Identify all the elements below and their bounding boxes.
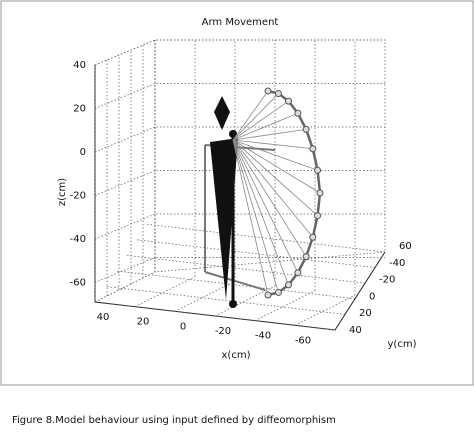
trajectory-point bbox=[274, 288, 282, 296]
joint bbox=[229, 300, 237, 308]
grid-line bbox=[214, 285, 276, 317]
trajectory-point bbox=[314, 212, 322, 220]
spoke bbox=[232, 129, 307, 141]
plot-title: Arm Movement bbox=[202, 17, 279, 28]
arm-link bbox=[204, 271, 266, 291]
z-tick-label: 40 bbox=[73, 60, 86, 71]
trajectory-point bbox=[314, 166, 322, 174]
grid-line bbox=[174, 281, 236, 312]
grid-line bbox=[94, 39, 385, 66]
joint bbox=[229, 130, 237, 138]
arm-head bbox=[214, 96, 230, 130]
spoke bbox=[232, 139, 307, 257]
trajectory-point bbox=[302, 253, 310, 261]
trajectory-point bbox=[274, 90, 282, 98]
trajectory-point bbox=[285, 281, 293, 289]
z-tick-label: -40 bbox=[70, 234, 86, 245]
y-tick-label: 40 bbox=[349, 325, 362, 336]
figure-frame bbox=[0, 0, 474, 386]
grid-line bbox=[94, 271, 156, 303]
grid-line bbox=[134, 276, 196, 307]
trajectory-point bbox=[302, 125, 310, 133]
spoke bbox=[232, 139, 299, 273]
grid-line bbox=[94, 170, 385, 196]
y-tick-label: 0 bbox=[369, 291, 375, 302]
trajectory-point bbox=[264, 87, 272, 95]
spoke bbox=[232, 90, 269, 141]
grid-line bbox=[94, 83, 385, 109]
spoke bbox=[232, 93, 279, 141]
spoke bbox=[232, 139, 318, 216]
trajectory-point bbox=[309, 233, 317, 241]
spoke bbox=[232, 139, 269, 296]
z-tick-label: 20 bbox=[73, 104, 86, 115]
trajectory-point bbox=[285, 97, 293, 105]
x-axis-label: x(cm) bbox=[222, 350, 251, 361]
y-axis-label: y(cm) bbox=[388, 339, 417, 350]
trajectory-point bbox=[294, 269, 302, 277]
x-tick-label: 0 bbox=[180, 321, 186, 332]
spoke bbox=[232, 139, 313, 150]
x-tick-label: -60 bbox=[295, 335, 311, 346]
trajectory-point bbox=[309, 145, 317, 153]
z-tick-label: 0 bbox=[80, 147, 86, 158]
spoke bbox=[232, 139, 321, 194]
trajectory-point bbox=[264, 291, 272, 299]
x-tick-label: 40 bbox=[97, 312, 110, 323]
arm-body bbox=[210, 138, 238, 300]
grid-line bbox=[94, 213, 385, 240]
grid-line bbox=[294, 295, 356, 326]
spoke bbox=[232, 112, 299, 141]
z-axis-label: z(cm) bbox=[57, 178, 68, 206]
caption: Figure 8.Model behaviour using input def… bbox=[12, 415, 336, 426]
grid-line bbox=[254, 290, 316, 321]
x-tick-label: -20 bbox=[215, 326, 231, 337]
trajectory-point bbox=[316, 189, 324, 197]
trajectory-point bbox=[294, 109, 302, 117]
y-tick-label: 60 bbox=[399, 241, 412, 252]
y-tick-label: 20 bbox=[359, 308, 372, 319]
spoke bbox=[232, 139, 289, 286]
arm-drawing bbox=[204, 87, 324, 308]
y-tick-label: -20 bbox=[379, 275, 395, 286]
z-tick-label: -20 bbox=[70, 191, 86, 202]
spoke bbox=[232, 139, 279, 293]
x-tick-label: -40 bbox=[255, 331, 271, 342]
y-tick-label: -40 bbox=[389, 258, 405, 269]
z-tick-label: -60 bbox=[70, 278, 86, 289]
spoke bbox=[232, 139, 314, 238]
spoke bbox=[232, 100, 289, 141]
spoke bbox=[232, 139, 318, 171]
x-tick-label: 20 bbox=[137, 317, 150, 328]
